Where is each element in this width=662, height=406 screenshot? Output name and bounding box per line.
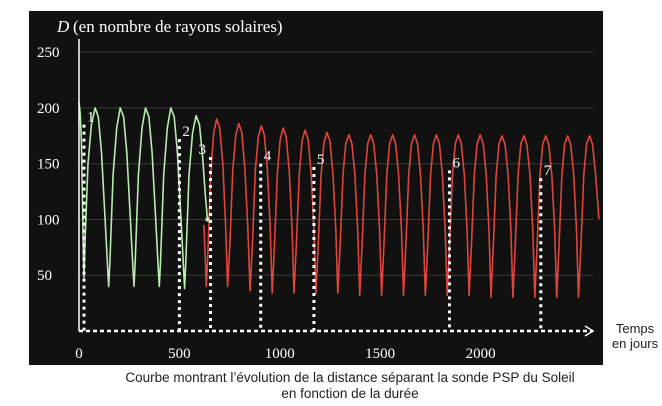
y-tick-label: 100 bbox=[37, 212, 60, 228]
caption-line2: en fonction de la durée bbox=[281, 386, 419, 401]
x-tick-label: 1000 bbox=[265, 346, 295, 362]
x-tick-label: 500 bbox=[168, 346, 191, 362]
x-tick-label: 2000 bbox=[466, 346, 496, 362]
phase-marker-label-4: 4 bbox=[264, 149, 272, 165]
phase-marker-label-6: 6 bbox=[452, 155, 460, 171]
chart-title: (en nombre de rayons solaires) bbox=[73, 17, 283, 36]
y-tick-label: 50 bbox=[37, 268, 52, 284]
phase-marker-label-7: 7 bbox=[544, 163, 552, 179]
x-axis-label-line1: Temps bbox=[615, 321, 655, 336]
series-line-early bbox=[78, 102, 209, 290]
figure-caption: Courbe montrant l’évolution de la distan… bbox=[70, 370, 630, 402]
phase-markers: 123 4 5 6 7 bbox=[82, 110, 552, 331]
x-axis-arrow bbox=[584, 325, 595, 337]
x-axis-label-line2: en jours bbox=[611, 336, 659, 351]
caption-line1: Courbe montrant l’évolution de la distan… bbox=[125, 370, 575, 385]
series-junction-dot bbox=[205, 217, 210, 222]
x-tick-label: 1500 bbox=[365, 346, 395, 362]
phase-marker-label-3: 3 bbox=[199, 142, 207, 158]
y-tick-label: 250 bbox=[37, 45, 60, 61]
series-layer bbox=[78, 102, 600, 299]
phase-marker-label-1: 1 bbox=[87, 110, 95, 126]
phase-marker-label-5: 5 bbox=[317, 152, 325, 168]
y-tick-label: 200 bbox=[37, 101, 60, 117]
series-line-late bbox=[203, 118, 600, 299]
chart-title-variable: D bbox=[56, 17, 70, 36]
phase-marker-label-2: 2 bbox=[182, 124, 190, 140]
x-axis-label: Temps en jours bbox=[606, 321, 662, 351]
x-tick-label: 0 bbox=[75, 346, 83, 362]
axes bbox=[78, 39, 595, 337]
y-tick-label: 150 bbox=[37, 157, 60, 173]
